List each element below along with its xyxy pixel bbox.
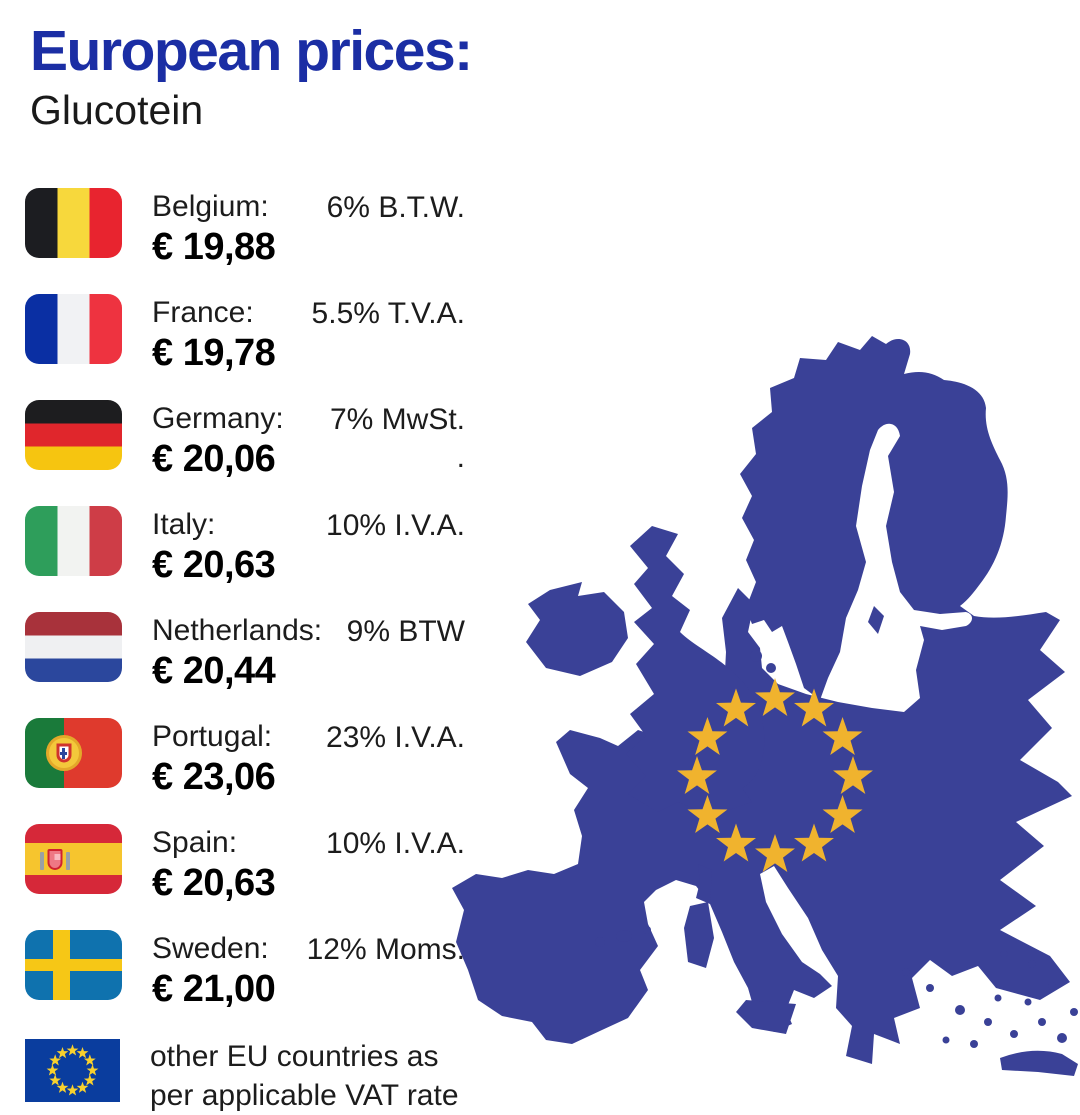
price-row-sweden: Sweden: € 21,00 12% Moms. xyxy=(25,930,485,1009)
germany-flag-icon xyxy=(25,400,122,470)
country-label: Spain: xyxy=(152,826,238,859)
price-value: € 20,06 xyxy=(152,438,276,480)
country-label: Italy: xyxy=(152,508,216,541)
price-row-france: France: € 19,78 5.5% T.V.A. xyxy=(25,294,485,373)
price-row-italy: Italy: € 20,63 10% I.V.A. xyxy=(25,506,485,585)
europe-map-icon xyxy=(452,336,1078,1076)
eu-flag-icon xyxy=(25,1039,120,1102)
price-value: € 19,78 xyxy=(152,332,276,374)
france-flag-icon xyxy=(25,294,122,364)
belgium-flag-icon xyxy=(25,188,122,258)
header: European prices: Glucotein xyxy=(30,19,473,133)
country-label: Portugal: xyxy=(152,720,273,753)
price-row-spain: Spain: € 20,63 10% I.V.A. xyxy=(25,824,485,903)
price-value: € 20,63 xyxy=(152,544,276,586)
price-row-belgium: Belgium: € 19,88 6% B.T.W. xyxy=(25,188,485,267)
country-label: Belgium: xyxy=(152,190,269,223)
vat-rate: 5.5% T.V.A. xyxy=(311,297,465,330)
footer-note: other EU countries as per applicable VAT… xyxy=(150,1040,459,1112)
infographic: { "title": "European prices:", "subtitle… xyxy=(25,19,1078,1112)
price-row-netherlands: Netherlands: € 20,44 9% BTW xyxy=(25,612,485,691)
price-row-germany: Germany: € 20,06 7% MwSt. . xyxy=(25,400,485,479)
price-value: € 20,63 xyxy=(152,862,276,904)
country-label: Netherlands: xyxy=(152,614,323,647)
spain-coat-of-arms xyxy=(40,847,71,871)
country-label: France: xyxy=(152,296,254,329)
eu-stars-circle xyxy=(677,678,873,872)
europe-landmass xyxy=(452,336,1078,1076)
price-value: € 19,88 xyxy=(152,226,276,268)
sweden-flag-icon xyxy=(25,930,122,1000)
price-value: € 20,44 xyxy=(152,650,276,692)
page-title: European prices: xyxy=(30,19,473,83)
netherlands-flag-icon xyxy=(25,612,122,682)
spain-flag-icon xyxy=(25,824,122,894)
vat-rate: 7% MwSt. . xyxy=(329,403,465,474)
eu-flag-stars xyxy=(46,1044,99,1096)
price-list: Belgium: € 19,88 6% B.T.W. France: € 19,… xyxy=(25,188,485,1115)
price-value: € 21,00 xyxy=(152,968,276,1010)
price-value: € 23,06 xyxy=(152,756,276,798)
portugal-flag-icon xyxy=(25,718,122,788)
country-label: Germany: xyxy=(152,402,284,435)
vat-rate: 9% BTW xyxy=(346,615,465,648)
portugal-coat-of-arms xyxy=(45,735,82,771)
footer-row: other EU countries as per applicable VAT… xyxy=(25,1036,485,1115)
vat-rate: 23% I.V.A. xyxy=(326,721,465,754)
italy-flag-icon xyxy=(25,506,122,576)
page-subtitle: Glucotein xyxy=(30,87,204,133)
country-label: Sweden: xyxy=(152,932,269,965)
vat-rate: 6% B.T.W. xyxy=(326,191,465,224)
price-row-portugal: Portugal: € 23,06 23% I.V.A. xyxy=(25,718,485,797)
vat-rate: 10% I.V.A. xyxy=(326,827,465,860)
vat-rate: 12% Moms. xyxy=(306,933,465,966)
vat-rate: 10% I.V.A. xyxy=(326,509,465,542)
